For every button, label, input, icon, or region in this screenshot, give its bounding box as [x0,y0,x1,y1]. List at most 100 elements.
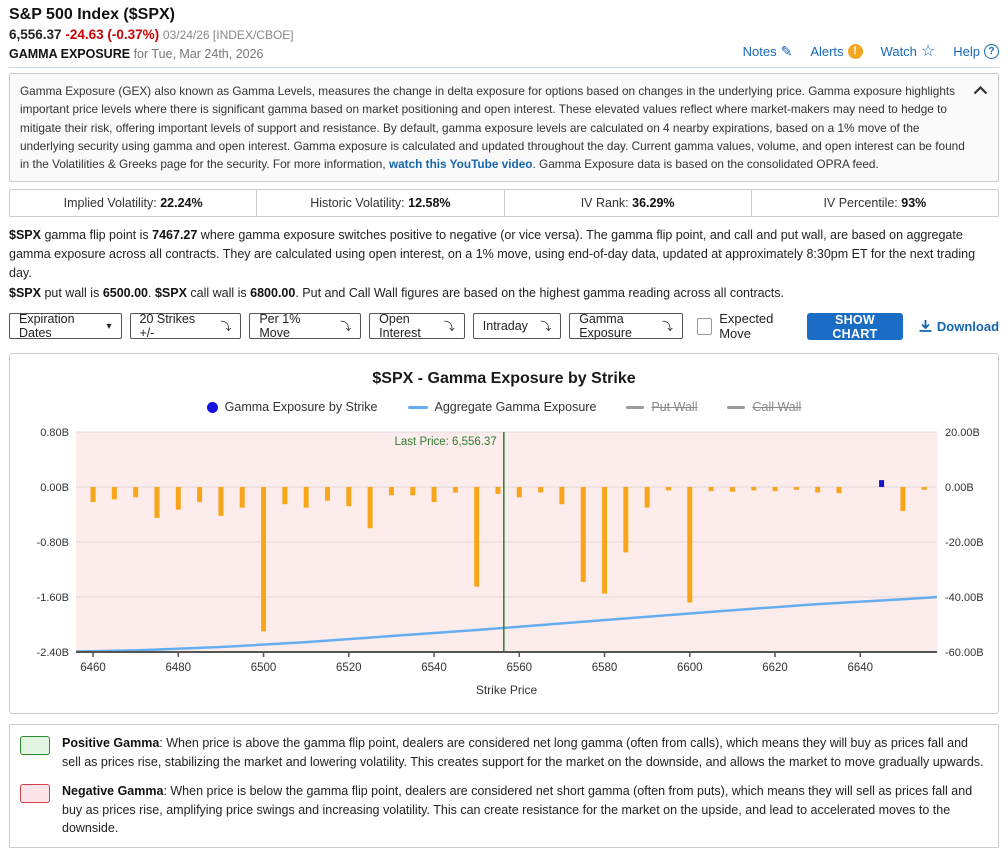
symbol: $SPX [9,228,41,243]
stat-iv-percentile: IV Percentile: 93% [752,190,998,216]
text: call wall is [186,285,251,300]
stat-value: 12.58% [408,196,451,211]
alerts-label: Alerts [810,43,844,59]
stat-label: Implied Volatility: [63,196,161,211]
svg-text:-20.00B: -20.00B [945,537,984,549]
volatility-stats-bar: Implied Volatility: 22.24% Historic Vola… [9,189,999,218]
caret-down-icon: ⤵ [443,321,455,334]
svg-text:Strike Price: Strike Price [476,683,538,697]
edit-icon: ✎ [780,42,793,59]
alert-icon: ! [847,43,863,59]
expiration-dates-button[interactable]: Expiration Dates ▾ [9,312,122,341]
legend-put-wall[interactable]: Put Wall [626,400,697,414]
notes-label: Notes [742,43,777,59]
symbol: $SPX [154,285,187,300]
stat-iv-rank: IV Rank: 36.29% [505,190,752,217]
alerts-link[interactable]: Alerts! [810,43,863,59]
svg-text:0.80B: 0.80B [40,427,69,439]
svg-text:6480: 6480 [166,662,192,674]
text: . Put and Call Wall figures are based on… [295,285,785,300]
chart-legend: Gamma Exposure by Strike Aggregate Gamma… [18,400,990,414]
svg-text:-0.80B: -0.80B [37,537,69,549]
stat-value: 22.24% [160,196,203,211]
svg-text:-2.40B: -2.40B [37,647,69,659]
symbol: $SPX [9,285,41,300]
svg-text:-60.00B: -60.00B [945,647,984,659]
svg-text:6640: 6640 [847,662,873,674]
gamma-flip-text: $SPX gamma flip point is 7467.27 where g… [9,226,999,302]
chevron-up-icon[interactable] [973,82,988,100]
notes-link[interactable]: Notes ✎ [743,43,793,60]
expiration-dates-label: Expiration Dates [19,312,75,341]
section-date: for Tue, Mar 24th, 2026 [133,47,264,61]
help-label: Help [953,43,980,59]
watch-link[interactable]: Watch ☆ [881,41,936,61]
caret-down-icon: ⤵ [540,321,552,334]
legend-call-wall[interactable]: Call Wall [727,400,801,414]
svg-text:6520: 6520 [336,662,362,674]
header-links: Notes ✎ Alerts! Watch ☆ Help? [743,41,999,61]
text: where gamma exposure switches positive t… [9,228,976,280]
caret-down-icon: ⤵ [220,321,232,334]
stat-value: 36.29% [632,196,675,211]
download-label: Download [936,318,1000,334]
call-wall-value: 6800.00 [250,285,296,300]
svg-text:20.00B: 20.00B [945,427,980,439]
caret-down-icon: ▾ [106,320,112,332]
session-select[interactable]: Intraday ⤵ [472,313,562,340]
chart-title: $SPX - Gamma Exposure by Strike [372,370,636,388]
description-text-2: . Gamma Exposure data is based on the co… [532,157,879,172]
gamma-flip-paragraph: $SPX gamma flip point is 7467.27 where g… [9,226,999,282]
open-interest-select[interactable]: Open Interest ⤵ [369,312,465,341]
gray-line-icon [626,405,645,409]
text: . [148,285,155,300]
positive-gamma-title: Positive Gamma [62,736,160,751]
legend-gamma-by-strike[interactable]: Gamma Exposure by Strike [206,400,378,415]
negative-gamma-note: Negative Gamma: When price is below the … [20,782,988,838]
svg-text:6460: 6460 [80,662,106,674]
watch-label: Watch [880,43,917,59]
move-select[interactable]: Per 1% Move ⤵ [249,312,362,341]
chart-toolbar: Expiration Dates ▾ 20 Strikes +/- ⤵ Per 1%… [9,311,999,341]
help-link[interactable]: Help? [953,43,999,59]
svg-text:0.00B: 0.00B [945,482,974,494]
open-interest-value: Open Interest [379,312,421,341]
stat-implied-volatility: Implied Volatility: 22.24% [10,190,258,217]
legend-label: Put Wall [651,400,698,415]
flip-point-value: 7467.27 [152,228,198,243]
youtube-video-link[interactable]: watch this YouTube video [388,157,533,172]
caret-down-icon: ⤵ [661,321,673,334]
section-label: GAMMA EXPOSURE [9,47,131,61]
stat-label: IV Rank: [580,196,633,211]
strikes-select[interactable]: 20 Strikes +/- ⤵ [129,312,242,341]
svg-text:-40.00B: -40.00B [945,592,984,604]
negative-gamma-swatch [20,783,50,803]
expected-move-checkbox[interactable] [696,317,713,335]
strikes-value: 20 Strikes +/- [139,312,196,341]
caret-down-icon: ⤵ [340,321,352,334]
description-text: Gamma Exposure (GEX) also known as Gamma… [20,84,965,172]
stat-historic-volatility: Historic Volatility: 12.58% [257,190,505,217]
gamma-notes-panel: Positive Gamma: When price is above the … [9,724,999,848]
move-value: Per 1% Move [259,312,301,341]
negative-gamma-title: Negative Gamma [62,783,164,798]
svg-text:6540: 6540 [421,662,447,674]
quote-date-exchange: 03/24/26 [INDEX/CBOE] [162,28,294,42]
svg-text:-1.60B: -1.60B [37,592,69,604]
put-wall-value: 6500.00 [102,285,148,300]
svg-text:6560: 6560 [506,662,532,674]
legend-label: Gamma Exposure by Strike [224,400,378,415]
show-chart-button[interactable]: SHOW CHART [807,312,903,341]
legend-aggregate-gamma[interactable]: Aggregate Gamma Exposure [407,400,596,414]
metric-select[interactable]: Gamma Exposure ⤵ [569,312,683,341]
walls-paragraph: $SPX put wall is 6500.00. $SPX call wall… [9,284,999,303]
download-link[interactable]: Download [919,319,999,334]
stat-value: 93% [901,196,927,211]
star-icon: ☆ [920,43,936,60]
svg-text:0.00B: 0.00B [40,482,69,494]
question-icon: ? [984,43,999,59]
page-title: S&P 500 Index ($SPX) [9,6,175,23]
metric-value: Gamma Exposure [579,312,632,341]
price-change: -24.63 (-0.37%) [65,27,160,42]
